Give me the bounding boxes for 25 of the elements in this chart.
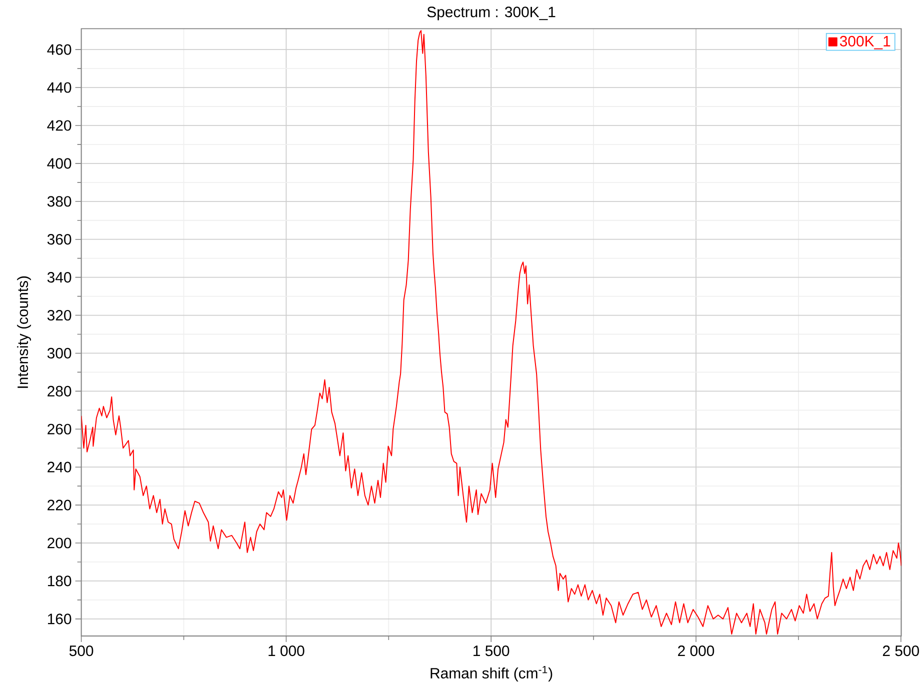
y-tick-label: 160 [48,614,72,624]
y-tick-label: 360 [47,234,72,245]
y-tick-label: 400 [47,158,72,169]
y-tick-label: 340 [47,272,72,283]
y-tick-label: 280 [48,386,72,396]
y-tick-label: 420 [47,120,72,131]
x-tick-label: 2 500 [882,646,919,656]
y-tick-label: 380 [47,196,72,207]
x-tick-label: 1 500 [474,646,510,656]
x-tick-label: 500 [69,646,94,656]
y-tick-label: 460 [47,44,72,55]
chart-title: Spectrum : 300K_1 [427,6,556,20]
y-tick-label: 320 [47,310,72,321]
legend-label: 300K_1 [840,36,890,50]
x-axis-title: Raman shift (cm$^{-1}$) [430,666,552,682]
y-tick-label: 440 [47,82,72,93]
x-tick-label: 2 000 [678,646,714,656]
y-tick-label: 300 [47,348,72,359]
y-axis-title: Intensity (counts) [17,276,31,388]
y-tick-label: 200 [48,538,72,548]
y-tick-label: 260 [48,424,72,434]
y-tick-label: 220 [48,500,72,510]
y-tick-label: 240 [48,462,72,472]
y-tick-label: 180 [48,576,72,586]
x-tick-label: 1 000 [268,646,304,656]
